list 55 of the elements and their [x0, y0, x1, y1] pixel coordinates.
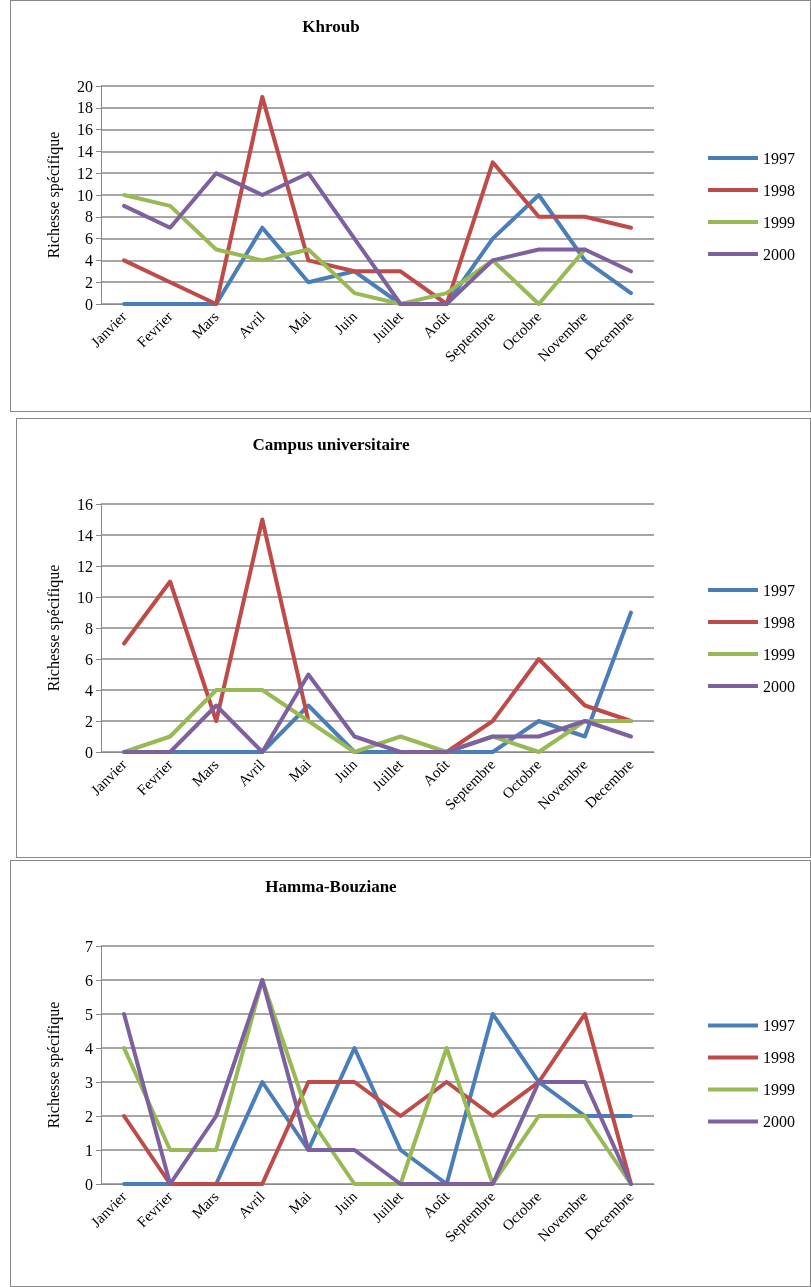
legend-label: 1998	[763, 1049, 795, 1066]
chart-title: Campus universitaire	[252, 435, 410, 454]
legend-label: 2000	[763, 1113, 795, 1130]
x-tick-label: Juin	[331, 1187, 361, 1218]
y-tick-label: 10	[77, 588, 93, 606]
y-axis-title: Richesse spécifique	[44, 131, 63, 259]
legend-label: 2000	[763, 677, 795, 695]
chart-title: Khroub	[302, 17, 360, 36]
legend-label: 1999	[763, 213, 795, 231]
legend-label: 1998	[763, 181, 795, 199]
y-tick-label: 0	[85, 295, 93, 313]
y-tick-label: 0	[85, 743, 93, 761]
legend-label: 2000	[763, 245, 795, 263]
y-tick-label: 14	[77, 142, 93, 160]
y-tick-label: 2	[85, 1107, 93, 1125]
legend-label: 1999	[763, 1081, 795, 1098]
legend-label: 1997	[763, 581, 795, 599]
line-series	[122, 94, 633, 306]
y-tick-label: 20	[77, 77, 93, 95]
y-tick-label: 7	[85, 937, 93, 955]
legend-label: 1998	[763, 613, 795, 631]
y-tick-label: 4	[85, 1039, 93, 1057]
y-tick-label: 0	[85, 1175, 93, 1193]
x-tick-label: Mai	[285, 308, 315, 337]
y-tick-label: 8	[85, 208, 93, 226]
line-series	[122, 171, 633, 306]
legend-label: 1997	[763, 149, 795, 167]
y-tick-label: 18	[77, 99, 93, 117]
y-tick-label: 4	[85, 251, 93, 269]
y-tick-label: 1	[85, 1141, 93, 1159]
legend-label: 1997	[763, 1017, 795, 1034]
x-tick-label: Mai	[285, 756, 315, 785]
line-series	[122, 672, 633, 754]
y-tick-label: 16	[77, 495, 93, 513]
y-tick-label: 6	[85, 230, 93, 248]
chart-title: Hamma-Bouziane	[265, 877, 398, 896]
y-tick-label: 6	[85, 650, 93, 668]
y-tick-label: 8	[85, 619, 93, 637]
legend-label: 1999	[763, 645, 795, 663]
y-tick-label: 12	[77, 557, 93, 575]
y-tick-label: 10	[77, 186, 93, 204]
y-tick-label: 2	[85, 712, 93, 730]
y-tick-label: 2	[85, 273, 93, 291]
y-tick-label: 3	[85, 1073, 93, 1091]
y-axis-title: Richesse spécifique	[44, 1001, 63, 1129]
y-tick-label: 5	[85, 1005, 93, 1023]
y-tick-label: 6	[85, 971, 93, 989]
y-axis-title: Richesse spécifique	[44, 564, 63, 692]
y-tick-label: 14	[77, 526, 93, 544]
x-tick-label: Mai	[285, 1188, 315, 1217]
y-tick-label: 16	[77, 121, 93, 139]
y-tick-label: 12	[77, 164, 93, 182]
y-tick-label: 4	[85, 681, 93, 699]
x-tick-label: Juin	[331, 307, 361, 338]
x-tick-label: Juin	[331, 755, 361, 786]
